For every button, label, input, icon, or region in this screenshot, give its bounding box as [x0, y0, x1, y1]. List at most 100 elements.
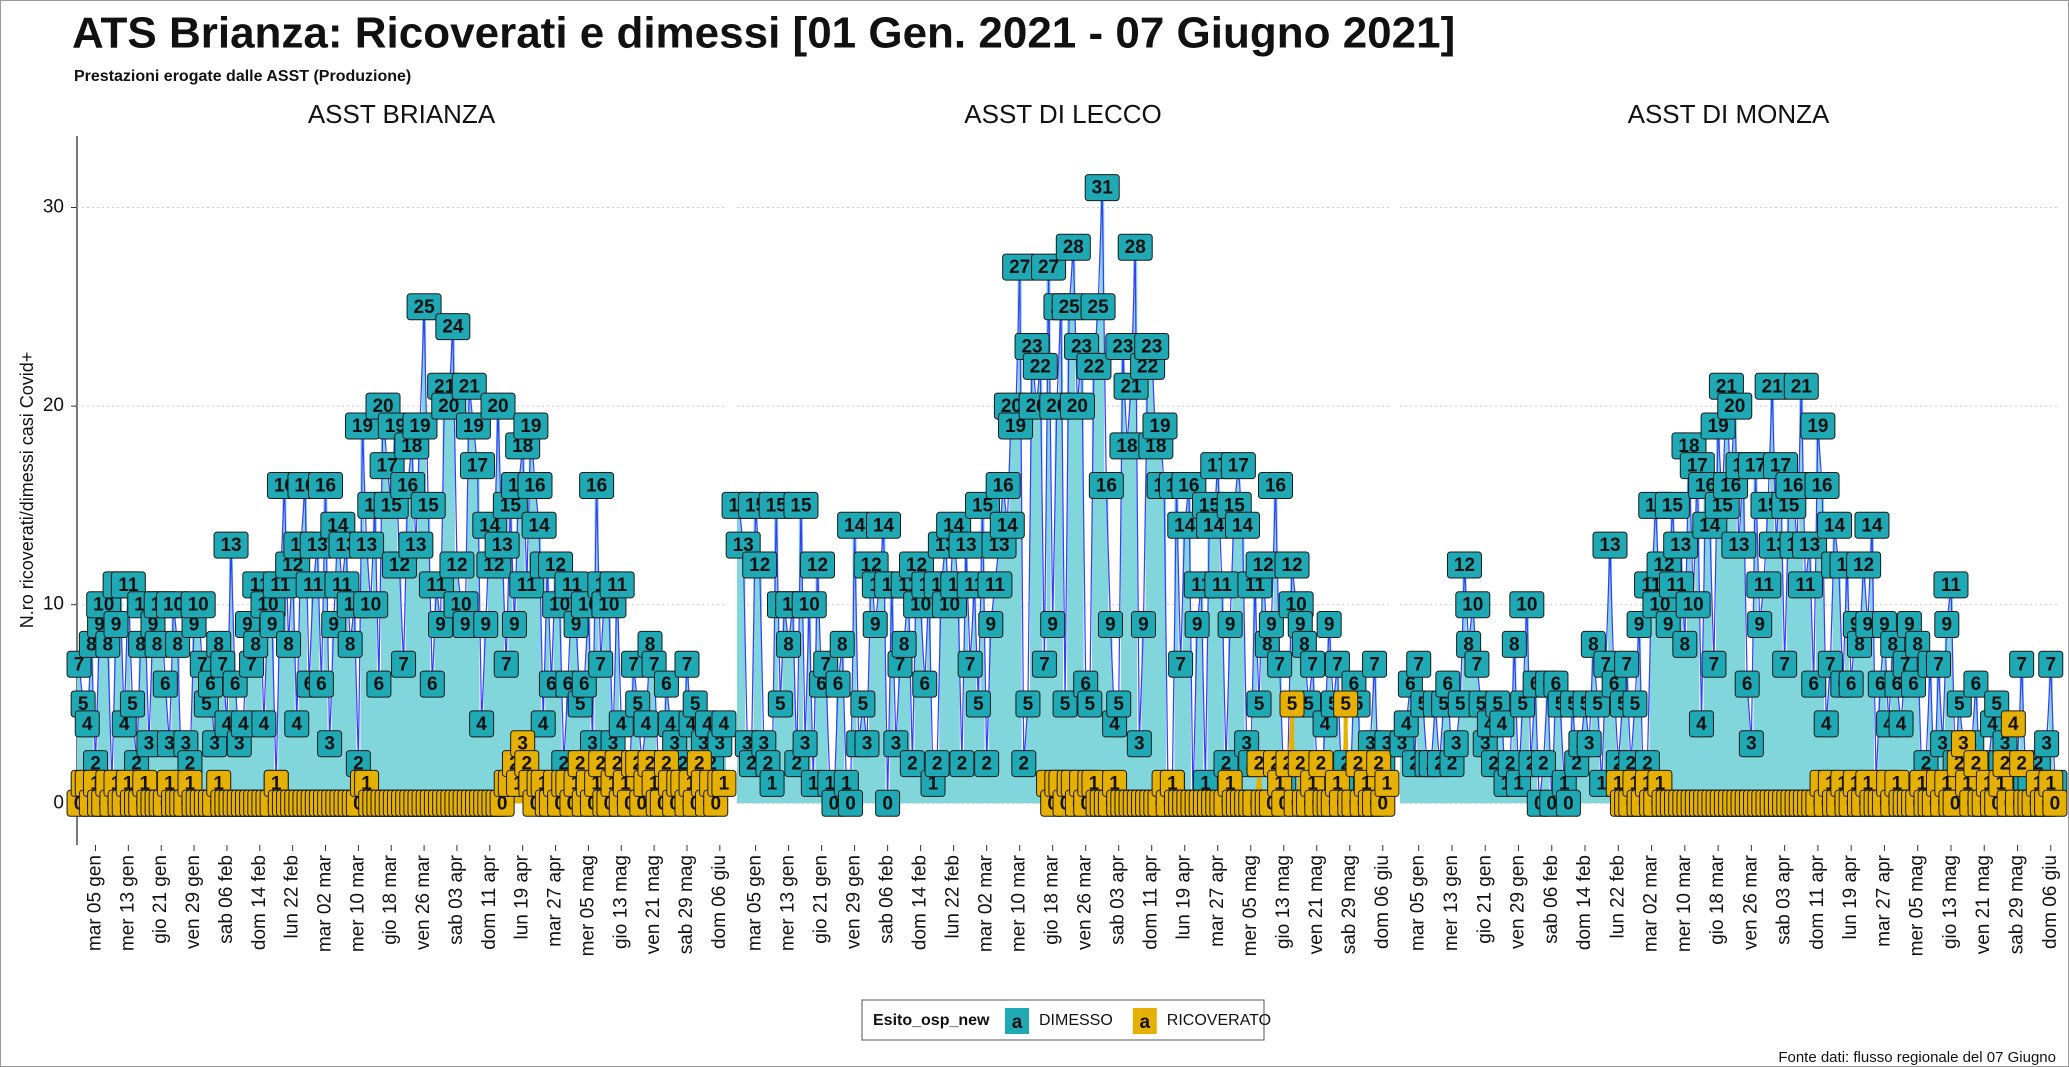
data-label: 13	[988, 535, 1009, 556]
label-box	[1279, 690, 1305, 718]
data-label: 0	[845, 793, 856, 814]
data-label: 10	[549, 595, 570, 616]
data-label: 3	[759, 734, 770, 755]
data-label: 10	[1462, 595, 1483, 616]
data-label: 4	[719, 714, 730, 735]
data-label: 2	[678, 754, 689, 775]
data-label: 13	[405, 535, 426, 556]
data-label: 7	[2045, 654, 2056, 675]
data-label: 2	[521, 754, 532, 775]
data-label: 9	[1295, 615, 1306, 636]
label-box	[792, 730, 818, 758]
data-label: 9	[267, 615, 278, 636]
data-label: 12	[282, 555, 303, 576]
data-label: 7	[218, 654, 229, 675]
label-box	[366, 670, 392, 698]
x-tick-label: mer 05 mag	[577, 855, 598, 956]
data-label: 19	[352, 416, 373, 437]
data-label: 9	[1138, 615, 1149, 636]
data-label: 11	[426, 575, 447, 596]
data-label: 13	[955, 535, 976, 556]
data-label: 22	[1083, 356, 1104, 377]
data-label: 3	[698, 734, 709, 755]
label-box	[850, 690, 876, 718]
data-label: 3	[862, 734, 873, 755]
data-label: 5	[1340, 694, 1351, 715]
data-label: 10	[163, 595, 184, 616]
data-label: 20	[1001, 396, 1022, 417]
label-box	[653, 670, 679, 698]
label-box	[742, 551, 778, 579]
legend-key: a	[1012, 1012, 1023, 1033]
data-label: 7	[1369, 654, 1380, 675]
data-label: 1	[825, 773, 836, 794]
data-label: 2	[957, 754, 968, 775]
data-label: 12	[446, 555, 467, 576]
label-box	[473, 611, 499, 639]
data-label: 14	[844, 515, 866, 536]
data-label: 11	[517, 575, 538, 596]
data-label: 2	[694, 754, 705, 775]
label-box	[391, 650, 417, 678]
x-tick-label: dom 14 feb	[910, 855, 931, 950]
x-tick-label: mar 02 mar	[976, 854, 997, 952]
x-tick-label: dom 14 feb	[1574, 855, 1595, 950]
data-label: 18	[1116, 436, 1137, 457]
label-box	[1168, 650, 1194, 678]
data-label: 0	[497, 793, 508, 814]
data-label: 1	[719, 773, 730, 794]
label-box	[1246, 690, 1272, 718]
data-label: 9	[94, 615, 105, 636]
data-label: 5	[1060, 694, 1071, 715]
x-tick-label: gio 21 gen	[150, 855, 171, 944]
data-label: 3	[587, 734, 598, 755]
label-box	[1614, 650, 1640, 678]
data-label: 2	[1625, 754, 1636, 775]
data-label: 1	[591, 773, 602, 794]
data-label: 1	[1274, 773, 1285, 794]
data-label: 3	[1241, 734, 1252, 755]
data-label: 25	[414, 297, 436, 318]
x-tick-label: sab 06 feb	[877, 855, 898, 944]
data-label: 10	[360, 595, 381, 616]
data-label: 2	[1954, 754, 1965, 775]
label-box	[1813, 710, 1839, 738]
label-box	[410, 491, 446, 519]
label-box	[521, 511, 557, 539]
x-tick-label: lun 22 feb	[1607, 855, 1628, 938]
data-label: 5	[127, 694, 138, 715]
x-tick-label: ven 26 mar	[413, 854, 434, 950]
data-label: 13	[307, 535, 328, 556]
label-box	[776, 630, 802, 658]
label-box	[517, 472, 553, 500]
label-box	[957, 650, 983, 678]
x-tick-label: ven 26 mar	[1075, 854, 1096, 950]
x-tick-label: mar 02 mar	[315, 854, 336, 952]
x-tick-label: mer 05 mag	[1240, 855, 1261, 956]
data-label: 8	[283, 634, 294, 655]
data-label: 15	[1224, 495, 1246, 516]
data-label: 6	[579, 674, 590, 695]
data-label: 13	[1599, 535, 1620, 556]
data-label: 9	[189, 615, 200, 636]
legend-title: Esito_osp_new	[873, 1012, 990, 1029]
data-label: 2	[558, 754, 569, 775]
data-label: 15	[381, 495, 403, 516]
data-label: 1	[1332, 773, 1343, 794]
data-label: 7	[1307, 654, 1318, 675]
data-label: 14	[997, 515, 1019, 536]
data-label: 4	[291, 714, 302, 735]
data-label: 2	[1019, 754, 1030, 775]
label-box	[1501, 630, 1527, 658]
label-box	[759, 769, 785, 797]
data-label: 9	[985, 615, 996, 636]
data-label: 1	[808, 773, 819, 794]
label-box	[1084, 174, 1120, 202]
data-label: 9	[1192, 615, 1203, 636]
data-label: 7	[1332, 654, 1343, 675]
data-label: 5	[1630, 694, 1641, 715]
data-label: 11	[1795, 575, 1816, 596]
data-label: 15	[790, 495, 812, 516]
data-label: 3	[324, 734, 335, 755]
label-box	[308, 670, 334, 698]
